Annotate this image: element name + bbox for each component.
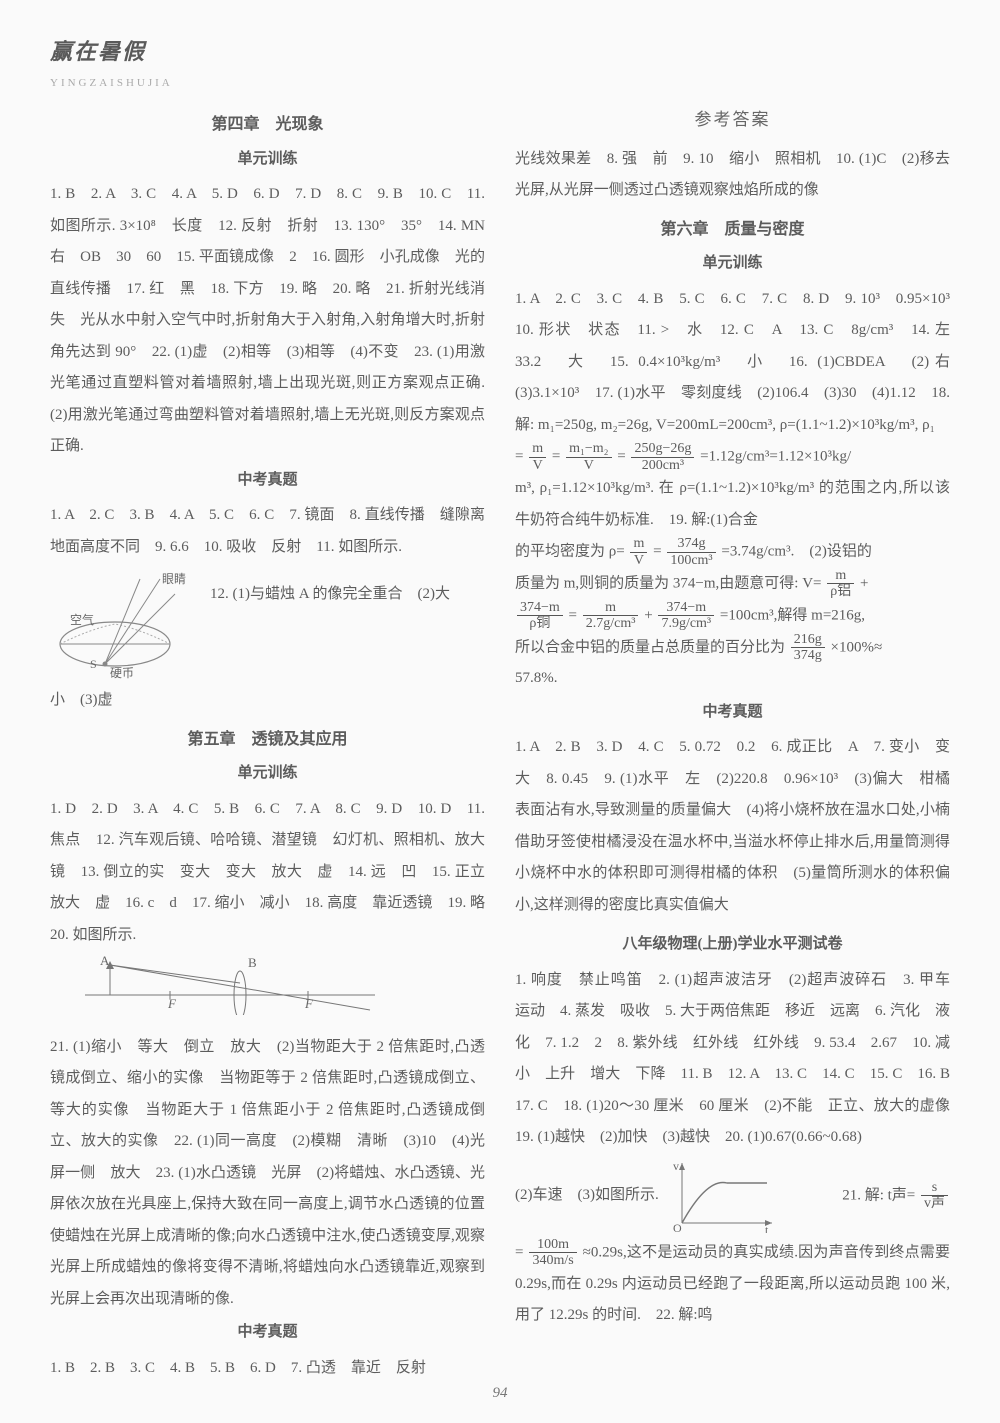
ch5-midexam-title: 中考真题 [50, 1317, 485, 1349]
ch6-midexam-title: 中考真题 [515, 697, 950, 729]
svg-text:F: F [167, 996, 177, 1011]
diagram1-right-text: 12. (1)与蜡烛 A 的像完全重合 (2)大 [210, 569, 450, 609]
book-title: 赢在暑假 [50, 30, 950, 74]
svg-text:眼睛: 眼睛 [162, 572, 186, 586]
graph-right-text: 21. 解: t声= sv声 [785, 1180, 950, 1212]
right-column: 参考答案 光线效果差 8. 强 前 9. 10 缩小 照相机 10. (1)C … [515, 102, 950, 1384]
ch4-answers-1: 1. B 2. A 3. C 4. A 5. D 6. D 7. D 8. C … [50, 179, 485, 463]
page-number: 94 [493, 1378, 508, 1408]
ch6-eq3: 374−mρ铜 = m2.7g/cm³ + 374−m7.9g/cm³ =100… [515, 600, 950, 632]
svg-text:B: B [248, 955, 257, 970]
lens-svg: A B F F [80, 955, 380, 1015]
ch6-title: 第六章 质量与密度 [515, 213, 950, 247]
ch4-answers-2: 1. A 2. C 3. B 4. A 5. C 6. C 7. 镜面 8. 直… [50, 500, 485, 563]
refraction-diagram: 空气 眼睛 硬币 S 12. (1)与蜡烛 A 的像完全重合 (2)大 [50, 569, 485, 679]
ch6-answers-1a: 1. A 2. C 3. C 4. B 5. C 6. C 7. C 8. D … [515, 284, 950, 442]
ch4-midexam-title: 中考真题 [50, 465, 485, 497]
book-subtitle: YINGZAISHUJIA [50, 72, 950, 94]
after-diagram1: 小 (3)虚 [50, 685, 485, 717]
svg-text:硬币: 硬币 [110, 666, 134, 679]
right-continuation: 光线效果差 8. 强 前 9. 10 缩小 照相机 10. (1)C (2)移去… [515, 144, 950, 207]
ch5-answers-1: 1. D 2. D 3. A 4. C 5. B 6. C 7. A 8. C … [50, 794, 485, 952]
page: 赢在暑假 YINGZAISHUJIA 第四章 光现象 单元训练 1. B 2. … [0, 0, 1000, 1423]
ch6-subtitle: 单元训练 [515, 248, 950, 280]
ch6-eq1: = mV = m₁−m₂V = 250g−26g200cm³ =1.12g/cm… [515, 441, 950, 473]
svg-text:空气: 空气 [70, 612, 94, 627]
svg-text:F: F [304, 996, 314, 1011]
vt-graph: v t O [667, 1158, 777, 1233]
page-header: 赢在暑假 YINGZAISHUJIA [50, 30, 950, 94]
ch4-title: 第四章 光现象 [50, 108, 485, 142]
refraction-svg: 空气 眼睛 硬币 S [50, 569, 200, 679]
ch6-eq2: 的平均密度为 ρ= mV = 374g100cm³ =3.74g/cm³. (2… [515, 536, 950, 568]
ch4-subtitle: 单元训练 [50, 144, 485, 176]
test-answers-2: = 100m340m/s ≈0.29s,这不是运动员的真实成绩.因为声音传到终点… [515, 1237, 950, 1332]
ch5-answers-2: 21. (1)缩小 等大 倒立 放大 (2)当物距大于 2 倍焦距时,凸透镜成倒… [50, 1032, 485, 1316]
ch6-answers-1b: m³, ρ₁=1.12×10³kg/m³. 在 ρ=(1.1~1.2)×10³k… [515, 473, 950, 536]
answers-header: 参考答案 [515, 102, 950, 138]
ch6-answers-1e: 57.8%. [515, 663, 950, 695]
svg-text:A: A [100, 955, 110, 968]
svg-text:v: v [673, 1159, 679, 1173]
graph-row: (2)车速 (3)如图所示. v t O 21. 解: t声= sv声 [515, 1158, 950, 1233]
ch5-title: 第五章 透镜及其应用 [50, 723, 485, 757]
ch6-answers-1c: 质量为 m,则铜的质量为 374−m,由题意可得: V= mρ铝 + [515, 568, 950, 600]
test-answers-1: 1. 响度 禁止鸣笛 2. (1)超声波洁牙 (2)超声波碎石 3. 甲车 运动… [515, 965, 950, 1154]
ch6-answers-1d: 所以合金中铝的质量占总质量的百分比为 216g374g ×100%≈ [515, 632, 950, 664]
graph-left-text: (2)车速 (3)如图所示. [515, 1180, 659, 1212]
test-title: 八年级物理(上册)学业水平测试卷 [515, 929, 950, 961]
lens-diagram: A B F F [80, 955, 485, 1028]
ch5-answers-3: 1. B 2. B 3. C 4. B 5. B 6. D 7. 凸透 靠近 反… [50, 1353, 485, 1385]
svg-text:O: O [673, 1221, 682, 1233]
content-columns: 第四章 光现象 单元训练 1. B 2. A 3. C 4. A 5. D 6.… [50, 102, 950, 1384]
ch5-subtitle: 单元训练 [50, 758, 485, 790]
svg-text:S: S [90, 657, 97, 671]
left-column: 第四章 光现象 单元训练 1. B 2. A 3. C 4. A 5. D 6.… [50, 102, 485, 1384]
ch6-answers-2: 1. A 2. B 3. D 4. C 5. 0.72 0.2 6. 成正比 A… [515, 732, 950, 921]
